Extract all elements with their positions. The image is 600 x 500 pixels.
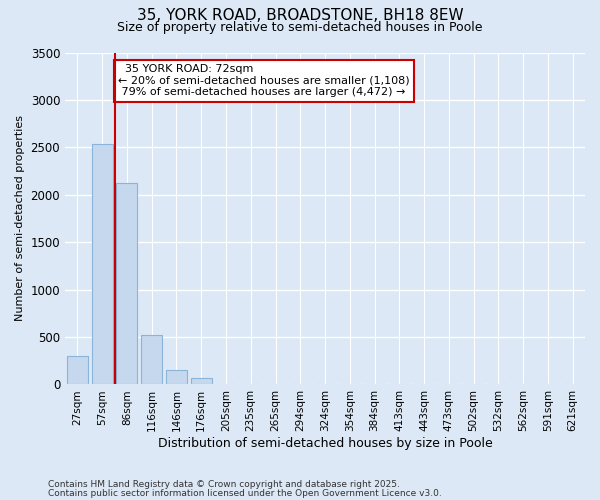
Text: Contains public sector information licensed under the Open Government Licence v3: Contains public sector information licen… bbox=[48, 489, 442, 498]
Bar bbox=[166, 370, 187, 384]
Text: 35, YORK ROAD, BROADSTONE, BH18 8EW: 35, YORK ROAD, BROADSTONE, BH18 8EW bbox=[137, 8, 463, 22]
Text: Size of property relative to semi-detached houses in Poole: Size of property relative to semi-detach… bbox=[117, 21, 483, 34]
Bar bbox=[191, 378, 212, 384]
Bar bbox=[116, 183, 137, 384]
Bar bbox=[141, 335, 162, 384]
Bar bbox=[92, 144, 113, 384]
X-axis label: Distribution of semi-detached houses by size in Poole: Distribution of semi-detached houses by … bbox=[158, 437, 493, 450]
Bar bbox=[67, 356, 88, 384]
Y-axis label: Number of semi-detached properties: Number of semi-detached properties bbox=[15, 116, 25, 322]
Text: 35 YORK ROAD: 72sqm
← 20% of semi-detached houses are smaller (1,108)
 79% of se: 35 YORK ROAD: 72sqm ← 20% of semi-detach… bbox=[118, 64, 410, 98]
Text: Contains HM Land Registry data © Crown copyright and database right 2025.: Contains HM Land Registry data © Crown c… bbox=[48, 480, 400, 489]
